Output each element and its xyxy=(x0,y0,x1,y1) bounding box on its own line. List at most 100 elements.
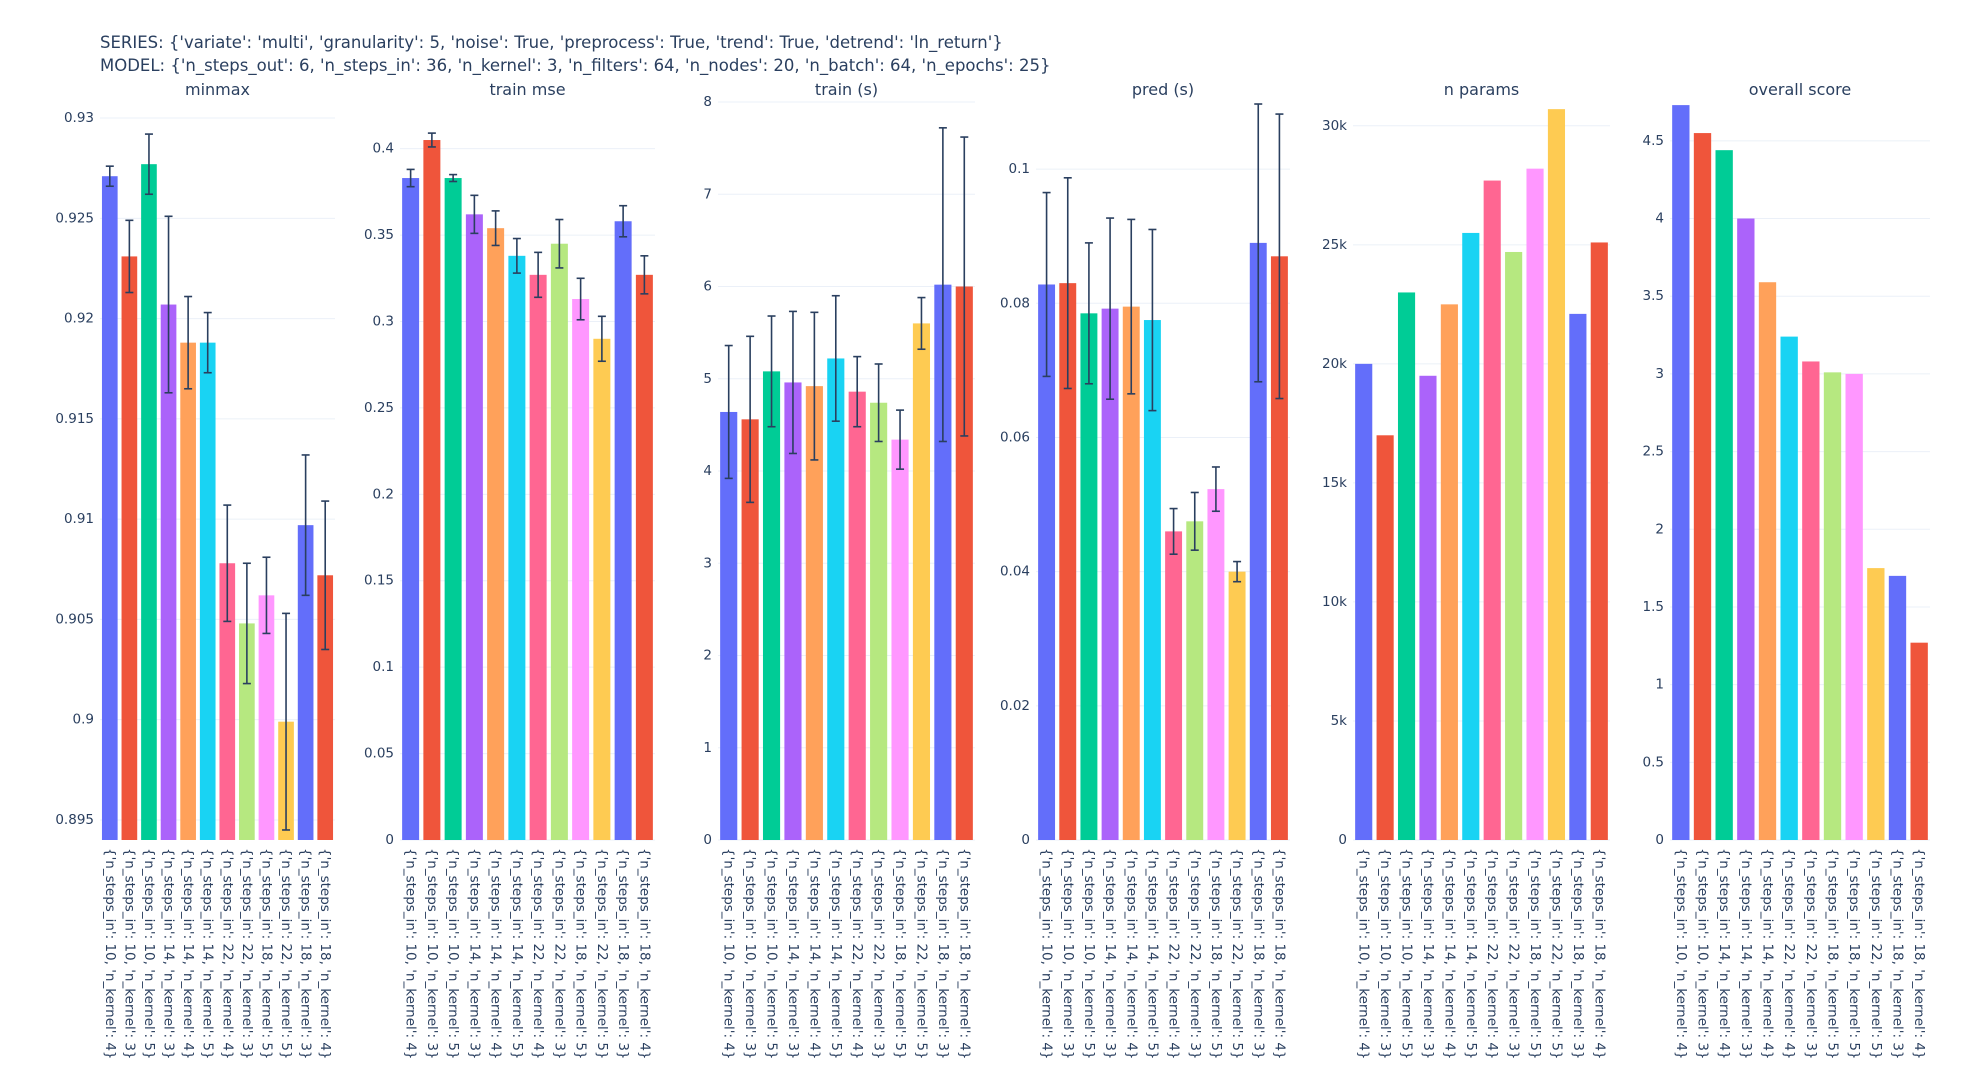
bar xyxy=(1802,361,1820,840)
series-config-text: SERIES: {'variate': 'multi', 'granularit… xyxy=(100,33,1003,52)
y-tick-label: 2 xyxy=(703,648,712,664)
x-tick-label: {'n_steps_in': 14, 'n_kernel': 5} xyxy=(828,848,844,1060)
y-tick-label: 0.3 xyxy=(373,313,394,329)
x-tick-label: {'n_steps_in': 18, 'n_kernel': 5} xyxy=(573,848,589,1060)
error-bar xyxy=(1042,191,1051,378)
bar xyxy=(508,255,526,840)
x-tick-label: {'n_steps_in': 14, 'n_kernel': 4} xyxy=(1716,848,1732,1060)
bar xyxy=(239,623,255,840)
x-tick-label: {'n_steps_in': 22, 'n_kernel': 4} xyxy=(530,848,546,1060)
bar xyxy=(1888,575,1907,840)
x-tick-label: {'n_steps_in': 14, 'n_kernel': 4} xyxy=(806,848,822,1060)
y-tick-label: 0.1 xyxy=(1009,161,1030,177)
bar xyxy=(1737,218,1755,841)
bar xyxy=(720,411,738,840)
subplot-5: 0 5k 10k 15k 20k 25k 30k n params {'n_steps_in':… xyxy=(1322,80,1610,1060)
x-tick-label: {'n_steps_in': 14, 'n_kernel': 5} xyxy=(200,848,216,1060)
x-tick-label: {'n_steps_in': 22, 'n_kernel': 4} xyxy=(1484,848,1500,1060)
bar xyxy=(1823,372,1842,840)
x-tick-label: {'n_steps_in': 10, 'n_kernel': 3} xyxy=(1060,848,1076,1060)
bar xyxy=(529,274,547,840)
error-bar xyxy=(282,612,291,831)
error-bar xyxy=(406,168,415,188)
x-tick-label: {'n_steps_in': 10, 'n_kernel': 4} xyxy=(102,848,118,1060)
bar xyxy=(784,382,802,840)
x-tick-label: {'n_steps_in': 22, 'n_kernel': 3} xyxy=(1187,848,1203,1060)
error-bar xyxy=(555,218,564,269)
x-tick-label: {'n_steps_in': 14, 'n_kernel': 4} xyxy=(1760,848,1776,1060)
x-tick-label: {'n_steps_in': 10, 'n_kernel': 5} xyxy=(764,848,780,1060)
x-tick-label: {'n_steps_in': 10, 'n_kernel': 3} xyxy=(121,848,137,1060)
y-tick-label: 0 xyxy=(385,832,394,848)
subplot-4: 0 0.02 0.04 0.06 0.08 0.1 pred (s) {'n_steps_in… xyxy=(1000,80,1290,1060)
error-bar xyxy=(1106,217,1115,401)
error-bar xyxy=(810,311,819,461)
bar xyxy=(934,284,952,840)
x-tick-label: {'n_steps_in': 14, 'n_kernel': 5} xyxy=(509,848,525,1060)
error-bar xyxy=(491,210,500,247)
x-tick-label: {'n_steps_in': 14, 'n_kernel': 4} xyxy=(1441,848,1457,1060)
x-tick-label: {'n_steps_in': 10, 'n_kernel': 4} xyxy=(1039,848,1055,1060)
x-tick-label: {'n_steps_in': 14, 'n_kernel': 5} xyxy=(1463,848,1479,1060)
error-bar xyxy=(597,315,606,363)
y-tick-label: 0.08 xyxy=(1000,295,1030,311)
error-bar xyxy=(746,335,755,504)
error-bar xyxy=(896,409,905,470)
error-bar xyxy=(1254,103,1263,383)
y-tick-label: 0.25 xyxy=(364,400,394,416)
error-bar xyxy=(534,251,543,299)
bar xyxy=(297,525,314,840)
bar xyxy=(1397,292,1416,840)
y-tick-label: 0 xyxy=(703,832,712,848)
bar xyxy=(199,342,216,840)
x-tick-label: {'n_steps_in': 22, 'n_kernel': 3} xyxy=(1803,848,1819,1060)
x-tick-label: {'n_steps_in': 14, 'n_kernel': 3} xyxy=(785,848,801,1060)
x-tick-label: {'n_steps_in': 10, 'n_kernel': 3} xyxy=(1695,848,1711,1060)
y-tick-label: 8 xyxy=(703,94,712,110)
x-tick-label: {'n_steps_in': 18, 'n_kernel': 4} xyxy=(1271,848,1287,1060)
y-tick-label: 10k xyxy=(1322,594,1347,610)
bar xyxy=(870,402,888,840)
x-tick-label: {'n_steps_in': 10, 'n_kernel': 5} xyxy=(445,848,461,1060)
error-bar xyxy=(1190,491,1199,551)
bar xyxy=(423,140,441,840)
y-tick-label: 0.06 xyxy=(1000,429,1030,445)
error-bar xyxy=(1063,177,1072,390)
bar xyxy=(1672,105,1690,841)
bar xyxy=(1590,242,1608,840)
bar xyxy=(741,419,759,840)
y-tick-label: 0.04 xyxy=(1000,564,1030,580)
error-bar xyxy=(1233,560,1242,583)
bar xyxy=(1165,531,1183,840)
error-bar xyxy=(960,136,969,437)
error-bar xyxy=(449,173,458,183)
bar xyxy=(1867,568,1885,840)
x-tick-label: {'n_steps_in': 14, 'n_kernel': 5} xyxy=(1144,848,1160,1060)
error-bar xyxy=(321,500,330,651)
y-tick-label: 1 xyxy=(1655,677,1664,693)
x-tick-label: {'n_steps_in': 22, 'n_kernel': 4} xyxy=(1166,848,1182,1060)
bar xyxy=(1122,306,1140,840)
error-bar xyxy=(640,255,649,295)
x-tick-label: {'n_steps_in': 22, 'n_kernel': 4} xyxy=(849,848,865,1060)
x-tick-label: {'n_steps_in': 22, 'n_kernel': 3} xyxy=(871,848,887,1060)
bar xyxy=(1228,571,1246,840)
y-tick-label: 3.5 xyxy=(1643,288,1664,304)
y-tick-label: 5k xyxy=(1331,713,1348,729)
error-bar xyxy=(1148,228,1157,412)
y-tick-label: 5 xyxy=(703,371,712,387)
error-bar xyxy=(427,132,436,148)
y-tick-label: 0.925 xyxy=(55,210,94,226)
bar xyxy=(1080,313,1098,840)
x-tick-label: {'n_steps_in': 18, 'n_kernel': 5} xyxy=(1846,848,1862,1060)
x-tick-label: {'n_steps_in': 10, 'n_kernel': 3} xyxy=(742,848,758,1060)
x-tick-label: {'n_steps_in': 10, 'n_kernel': 5} xyxy=(1081,848,1097,1060)
bar xyxy=(1462,232,1480,840)
x-tick-label: {'n_steps_in': 18, 'n_kernel': 3} xyxy=(298,848,314,1060)
error-bar xyxy=(1211,466,1220,513)
x-tick-label: {'n_steps_in': 14, 'n_kernel': 3} xyxy=(466,848,482,1060)
error-bar xyxy=(470,194,479,235)
x-tick-label: {'n_steps_in': 10, 'n_kernel': 3} xyxy=(424,848,440,1060)
y-tick-label: 25k xyxy=(1322,237,1347,253)
bar xyxy=(1270,256,1288,840)
